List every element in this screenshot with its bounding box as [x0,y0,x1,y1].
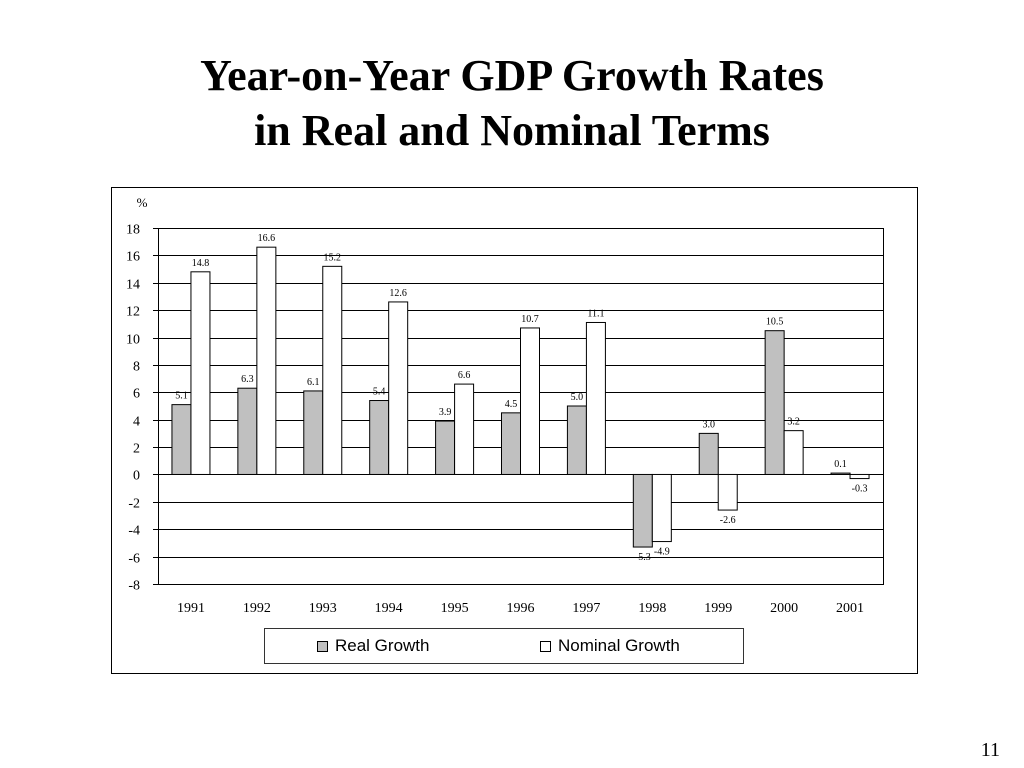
data-label-nominal-growth-1992: 16.6 [258,233,276,244]
data-label-real-growth-1992: 6.3 [241,374,254,385]
y-tick-label: 4 [133,415,140,430]
bar-real-growth-2000 [764,330,785,475]
bar-real-growth-1998 [632,473,653,548]
legend-item-nominal-growth: Nominal Growth [540,629,680,663]
bars [171,246,870,548]
x-tick-label-1997: 1997 [572,601,600,616]
y-tick-label: -4 [128,524,140,539]
y-tick-label: 10 [126,333,140,348]
x-tick-label-1992: 1992 [243,601,271,616]
y-tick-label: 16 [126,250,140,265]
y-tick-label: 6 [133,387,140,402]
bar-real-growth-1997 [566,405,587,475]
data-label-nominal-growth-1996: 10.7 [521,314,539,325]
y-tick-label: -8 [128,579,140,594]
data-label-real-growth-1993: 6.1 [307,377,320,388]
bar-nominal-growth-2000 [783,430,804,475]
plot-area-border [158,228,884,585]
y-tick-label: 0 [133,469,140,484]
x-tick-label-1993: 1993 [309,601,337,616]
bar-nominal-growth-1993 [322,265,343,475]
x-tick-label-1998: 1998 [638,601,666,616]
y-tick-label: -2 [128,497,140,512]
data-label-real-growth-1994: 5.4 [373,387,386,398]
chart-frame: % 18 16 14 12 10 8 6 4 2 0 -2 -4 -6 -8 5.1 14.8 6.3 16.6 6… [111,187,918,674]
bar-real-growth-1993 [303,390,324,475]
bar-nominal-growth-1998 [651,473,672,543]
data-label-real-growth-2001: 0.1 [834,459,847,470]
legend-label-nominal-growth: Nominal Growth [558,636,680,655]
data-label-nominal-growth-1998: -4.9 [654,547,670,558]
bar-nominal-growth-1995 [454,383,475,475]
data-label-nominal-growth-1999: -2.6 [720,515,736,526]
data-label-real-growth-1998: -5.3 [635,552,651,563]
bar-nominal-growth-1997 [585,321,606,475]
bar-real-growth-1999 [698,432,719,475]
y-tick-label: -6 [128,552,140,567]
page-number: 11 [980,739,1000,761]
y-tick-label: 8 [133,360,140,375]
y-tick-label: 2 [133,442,140,457]
legend-item-real-growth: Real Growth [317,629,429,663]
y-tick-label: 18 [126,223,140,238]
legend-label-real-growth: Real Growth [335,636,430,655]
data-label-real-growth-2000: 10.5 [766,317,784,328]
data-label-nominal-growth-1994: 12.6 [389,288,407,299]
bar-nominal-growth-1994 [388,301,409,475]
x-tick-label-1995: 1995 [441,601,469,616]
x-tick-label-2000: 2000 [770,601,798,616]
bar-real-growth-1991 [171,404,192,475]
x-tick-label-1996: 1996 [507,601,535,616]
y-tick-label: 14 [126,278,140,293]
data-label-nominal-growth-2000: 3.2 [787,417,800,428]
data-label-nominal-growth-1995: 6.6 [458,370,471,381]
y-tick-label: 12 [126,305,140,320]
bar-nominal-growth-2001 [849,473,870,480]
chart-title: Year-on-Year GDP Growth Rates in Real an… [200,51,824,155]
bar-nominal-growth-1992 [256,246,277,475]
x-tick-label-1999: 1999 [704,601,732,616]
x-tick-label-1991: 1991 [177,601,205,616]
data-label-nominal-growth-1997: 11.1 [587,308,604,319]
x-tick-label-2001: 2001 [836,601,864,616]
y-axis-unit-label: % [137,195,148,210]
x-axis-labels: 1991 1992 1993 1994 1995 1996 1997 1998 1999 2000… [177,601,864,616]
bar-nominal-growth-1991 [190,271,211,475]
bar-real-growth-2001 [830,472,851,475]
bar-nominal-growth-1996 [520,327,540,475]
chart-plot: % 18 16 14 12 10 8 6 4 2 0 -2 -4 -6 -8 5.1 14.8 6.3 16.6 6… [126,195,884,616]
data-labels: 5.1 14.8 6.3 16.6 6.1 15.2 5.4 12.6 3.9 6.6 4.5 10.… [175,233,867,563]
bar-nominal-growth-1999 [717,473,738,511]
bar-real-growth-1995 [435,420,456,475]
data-label-real-growth-1996: 4.5 [505,399,518,410]
data-label-real-growth-1995: 3.9 [439,407,452,418]
bar-real-growth-1994 [369,400,390,475]
bar-real-growth-1992 [237,387,258,475]
chart-legend: Real Growth Nominal Growth [264,628,744,664]
data-label-nominal-growth-1991: 14.8 [192,258,210,269]
data-label-real-growth-1991: 5.1 [175,391,188,402]
data-label-nominal-growth-1993: 15.2 [324,252,342,263]
x-tick-label-1994: 1994 [375,601,403,616]
legend-swatch-real-growth [317,640,328,652]
legend-swatch-nominal-growth [540,640,551,652]
bar-real-growth-1996 [501,412,521,475]
data-label-real-growth-1999: 3.0 [702,419,715,430]
data-label-real-growth-1997: 5.0 [571,392,584,403]
data-label-nominal-growth-2001: -0.3 [852,484,868,495]
